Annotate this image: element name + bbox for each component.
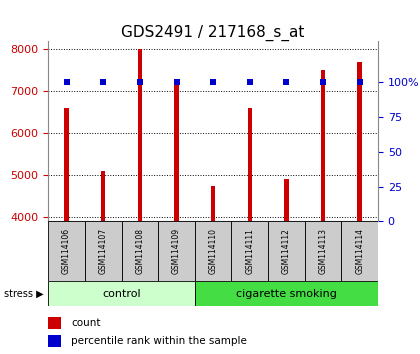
Text: GSM114106: GSM114106 bbox=[62, 228, 71, 274]
Point bbox=[210, 80, 217, 85]
Point bbox=[247, 80, 253, 85]
FancyBboxPatch shape bbox=[195, 221, 231, 281]
FancyBboxPatch shape bbox=[85, 221, 121, 281]
FancyBboxPatch shape bbox=[341, 221, 378, 281]
FancyBboxPatch shape bbox=[268, 221, 305, 281]
FancyBboxPatch shape bbox=[231, 221, 268, 281]
FancyBboxPatch shape bbox=[121, 221, 158, 281]
Text: GSM114110: GSM114110 bbox=[209, 228, 218, 274]
Text: percentile rank within the sample: percentile rank within the sample bbox=[71, 336, 247, 346]
FancyBboxPatch shape bbox=[48, 281, 195, 306]
Bar bbox=[284, 179, 289, 221]
Point bbox=[356, 80, 363, 85]
Text: cigarette smoking: cigarette smoking bbox=[236, 289, 337, 299]
Text: stress ▶: stress ▶ bbox=[4, 289, 44, 299]
FancyBboxPatch shape bbox=[195, 281, 378, 306]
Text: GSM114112: GSM114112 bbox=[282, 228, 291, 274]
Text: GSM114114: GSM114114 bbox=[355, 228, 364, 274]
Bar bbox=[211, 185, 215, 221]
FancyBboxPatch shape bbox=[158, 221, 195, 281]
Bar bbox=[48, 317, 61, 329]
Bar bbox=[101, 171, 105, 221]
Point bbox=[320, 80, 326, 85]
Text: GSM114111: GSM114111 bbox=[245, 228, 254, 274]
Point bbox=[283, 80, 290, 85]
Point bbox=[136, 80, 143, 85]
Bar bbox=[174, 83, 179, 221]
Bar bbox=[48, 335, 61, 347]
FancyBboxPatch shape bbox=[305, 221, 341, 281]
Bar bbox=[357, 62, 362, 221]
FancyBboxPatch shape bbox=[48, 221, 85, 281]
Text: count: count bbox=[71, 318, 101, 328]
Title: GDS2491 / 217168_s_at: GDS2491 / 217168_s_at bbox=[121, 24, 305, 41]
Text: control: control bbox=[102, 289, 141, 299]
Bar bbox=[138, 49, 142, 221]
Point bbox=[63, 80, 70, 85]
Bar bbox=[321, 70, 325, 221]
Bar bbox=[247, 108, 252, 221]
Bar bbox=[64, 108, 69, 221]
Text: GSM114109: GSM114109 bbox=[172, 228, 181, 274]
Text: GSM114107: GSM114107 bbox=[99, 228, 108, 274]
Text: GSM114108: GSM114108 bbox=[135, 228, 144, 274]
Point bbox=[173, 80, 180, 85]
Text: GSM114113: GSM114113 bbox=[318, 228, 328, 274]
Point bbox=[100, 80, 107, 85]
